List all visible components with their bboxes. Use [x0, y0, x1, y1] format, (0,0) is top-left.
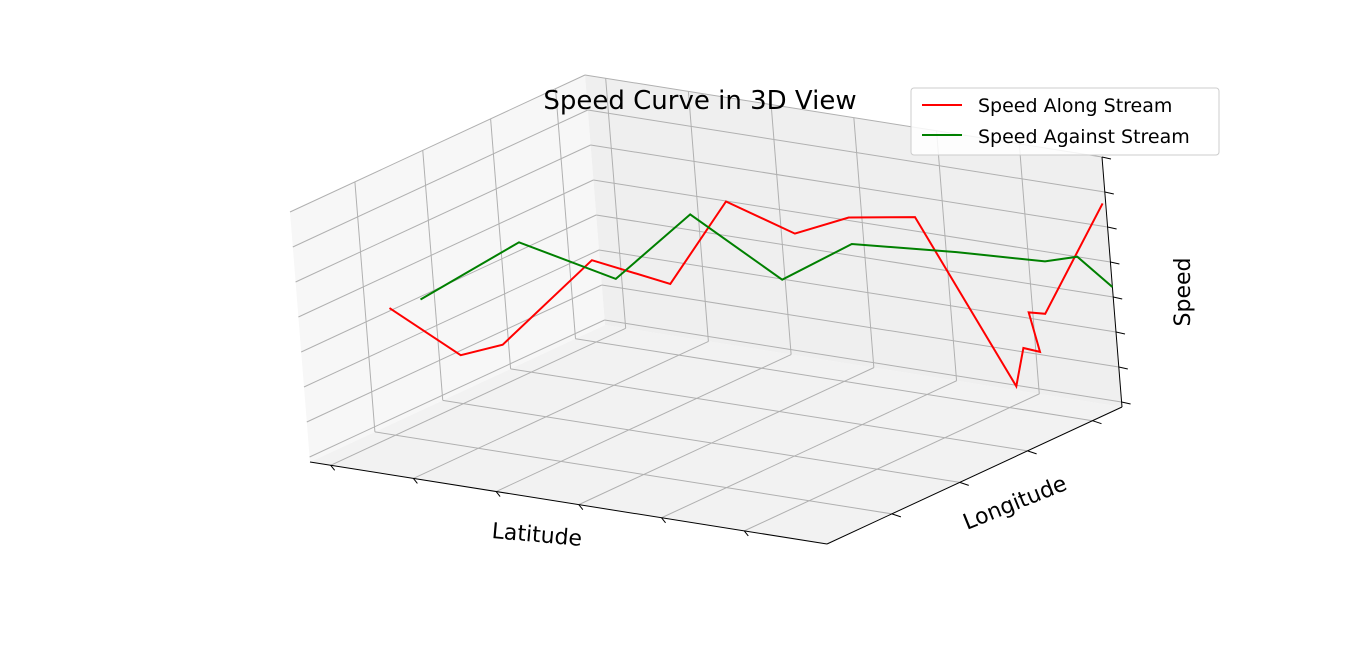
- grid-line-z-left: [306, 284, 603, 423]
- series-line-speed-along-stream: [388, 200, 1104, 390]
- grid-line-x-back: [936, 130, 958, 381]
- legend-frame: [910, 87, 1220, 156]
- series-layer: [388, 200, 1114, 390]
- grid-line-z-left: [303, 249, 600, 388]
- z-axis-label: Speed: [1171, 258, 1196, 327]
- axis-lines: [309, 156, 1123, 545]
- x-axis-label: Latitude: [491, 519, 583, 552]
- y-axis-tick: [1092, 420, 1102, 425]
- grid-line-y-floor: [374, 431, 892, 515]
- grid-line-z-back: [604, 319, 1122, 403]
- grid-line-z-back: [587, 109, 1105, 193]
- grid-lines: [289, 74, 1122, 532]
- z-axis-tick: [1113, 296, 1123, 300]
- grid-line-z-back: [601, 284, 1119, 368]
- grid-line-y-left: [354, 181, 376, 432]
- grid-line-y-floor: [510, 368, 1028, 452]
- grid-line-x-floor: [413, 340, 709, 479]
- x-axis-tick: [578, 504, 584, 510]
- back-pane: [585, 75, 1122, 407]
- grid-line-z-left: [292, 109, 589, 248]
- axes-panes: [290, 75, 1122, 544]
- grid-line-z-back: [590, 144, 1108, 228]
- grid-line-x-back: [605, 78, 627, 329]
- legend: Speed Along Stream Speed Against Stream: [910, 87, 1220, 156]
- z-axis-tick: [1107, 226, 1117, 230]
- grid-line-x-back: [1018, 143, 1040, 394]
- grid-line-x-floor: [578, 367, 875, 506]
- legend-label-along: Speed Along Stream: [978, 95, 1172, 117]
- grid-line-y-left: [422, 150, 444, 401]
- grid-line-x-floor: [330, 327, 626, 466]
- grid-line-x-back: [853, 117, 875, 368]
- legend-label-against: Speed Against Stream: [978, 126, 1190, 148]
- grid-line-x-back: [687, 91, 709, 342]
- z-axis-tick: [1121, 401, 1131, 405]
- x-axis-line: [309, 461, 828, 545]
- grid-line-x-floor: [495, 354, 792, 492]
- grid-line-z-back: [593, 179, 1111, 263]
- grid-line-z-left: [298, 179, 594, 318]
- floor-pane: [310, 325, 1122, 544]
- z-axis-tick: [1110, 261, 1120, 265]
- x-axis-tick: [743, 530, 749, 537]
- grid-line-y-floor: [442, 399, 960, 483]
- z-axis-tick: [1104, 191, 1114, 195]
- grid-line-x-back: [770, 104, 792, 355]
- grid-line-z-left: [289, 74, 586, 213]
- z-axis-line: [1101, 156, 1123, 408]
- grid-line-x-floor: [744, 393, 1040, 532]
- grid-line-z-back: [596, 214, 1114, 298]
- grid-line-y-floor: [575, 338, 1093, 422]
- grid-line-y-left: [490, 118, 512, 369]
- y-axis-tick: [891, 513, 902, 518]
- grid-line-z-left: [309, 319, 605, 458]
- x-axis-tick: [330, 464, 336, 471]
- z-axis-tick: [1118, 366, 1128, 370]
- z-axis-tick: [1101, 156, 1112, 160]
- y-axis-tick: [959, 481, 969, 486]
- y-axis-label: Longitude: [960, 471, 1071, 535]
- series-line-speed-against-stream: [419, 213, 1114, 301]
- x-axis-tick: [413, 478, 418, 484]
- chart-title: Speed Curve in 3D View: [543, 86, 856, 116]
- x-axis-tick: [495, 491, 501, 497]
- z-axis-tick: [1115, 331, 1126, 335]
- y-axis-line: [826, 406, 1123, 545]
- grid-line-z-left: [295, 144, 591, 283]
- y-axis-tick: [1027, 450, 1037, 455]
- grid-line-x-floor: [661, 380, 957, 519]
- axis-ticks: [330, 156, 1131, 537]
- left-pane: [290, 75, 605, 462]
- grid-line-y-left: [555, 88, 576, 339]
- x-axis-tick: [661, 517, 666, 524]
